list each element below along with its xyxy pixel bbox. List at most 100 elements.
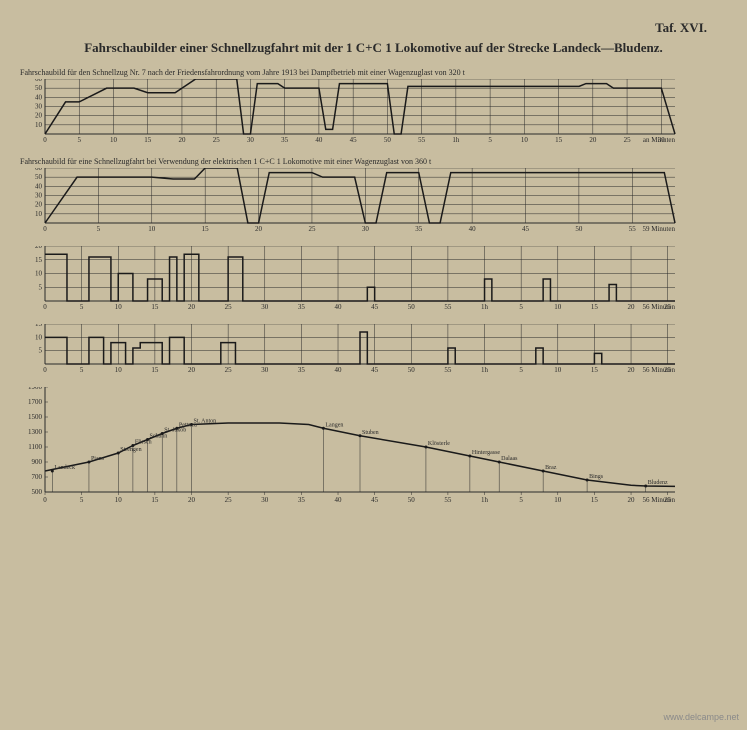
svg-text:50: 50 [408, 303, 416, 311]
svg-text:10: 10 [554, 366, 562, 374]
main-title: Fahrschaubilder einer Schnellzugfahrt mi… [20, 40, 727, 56]
svg-text:25: 25 [225, 496, 233, 504]
svg-text:10: 10 [110, 136, 118, 144]
svg-text:50: 50 [384, 136, 392, 144]
chart1-container: Fahrschaubild für den Schnellzug Nr. 7 n… [20, 68, 727, 149]
svg-text:1300: 1300 [28, 428, 43, 436]
svg-text:60: 60 [35, 79, 43, 83]
svg-text:30: 30 [261, 366, 269, 374]
svg-text:35: 35 [281, 136, 289, 144]
svg-text:20: 20 [589, 136, 597, 144]
svg-text:20: 20 [35, 112, 43, 120]
svg-text:50: 50 [408, 366, 416, 374]
svg-text:5: 5 [80, 496, 84, 504]
svg-text:15: 15 [35, 256, 43, 264]
svg-text:45: 45 [522, 225, 530, 233]
svg-text:5: 5 [519, 496, 523, 504]
svg-text:35: 35 [298, 303, 306, 311]
svg-text:30: 30 [35, 103, 43, 111]
svg-text:40: 40 [35, 93, 43, 101]
chart3-svg: 510152005101520253035404550551h510152025… [20, 246, 680, 316]
svg-text:40: 40 [335, 366, 343, 374]
svg-text:15: 15 [591, 366, 599, 374]
chart4-container: 5101505101520253035404550551h51015202556… [20, 324, 727, 379]
svg-text:10: 10 [554, 303, 562, 311]
svg-text:Landeck: Landeck [54, 465, 75, 471]
svg-text:10: 10 [35, 121, 43, 129]
svg-text:1900: 1900 [28, 387, 43, 391]
svg-text:25: 25 [624, 136, 632, 144]
svg-text:10: 10 [35, 210, 43, 218]
svg-text:St. Anton: St. Anton [194, 419, 217, 425]
svg-text:25: 25 [308, 225, 316, 233]
svg-text:15: 15 [151, 303, 159, 311]
svg-text:Hintergasse: Hintergasse [472, 450, 501, 456]
svg-text:0: 0 [43, 225, 47, 233]
svg-text:1h: 1h [481, 303, 489, 311]
svg-text:56 Minuten: 56 Minuten [643, 496, 676, 504]
svg-text:35: 35 [298, 366, 306, 374]
svg-text:30: 30 [35, 192, 43, 200]
svg-text:50: 50 [408, 496, 416, 504]
svg-text:15: 15 [151, 366, 159, 374]
svg-text:15: 15 [151, 496, 159, 504]
svg-text:20: 20 [628, 366, 636, 374]
svg-text:25: 25 [225, 303, 233, 311]
plate-number: Taf. XVI. [655, 20, 707, 36]
chart4-svg: 5101505101520253035404550551h51015202556… [20, 324, 680, 379]
svg-text:20: 20 [188, 366, 196, 374]
svg-text:55: 55 [629, 225, 637, 233]
svg-text:1700: 1700 [28, 398, 43, 406]
svg-text:15: 15 [555, 136, 563, 144]
svg-text:56 Minuten: 56 Minuten [643, 303, 676, 311]
svg-text:25: 25 [213, 136, 221, 144]
svg-text:20: 20 [188, 303, 196, 311]
svg-text:an Minuten: an Minuten [643, 136, 676, 144]
svg-text:15: 15 [35, 324, 43, 328]
svg-text:50: 50 [35, 173, 43, 181]
svg-text:Flirsch: Flirsch [135, 440, 152, 446]
svg-text:30: 30 [247, 136, 255, 144]
svg-text:35: 35 [415, 225, 423, 233]
svg-text:Klösterle: Klösterle [428, 441, 450, 447]
svg-text:20: 20 [255, 225, 263, 233]
svg-text:15: 15 [591, 303, 599, 311]
svg-text:900: 900 [32, 458, 43, 466]
svg-text:Bings: Bings [589, 474, 604, 480]
svg-text:Strengen: Strengen [120, 447, 141, 453]
svg-text:1h: 1h [481, 366, 489, 374]
svg-text:10: 10 [115, 366, 123, 374]
chart2-container: Fahrschaubild für eine Schnellzugfahrt b… [20, 157, 727, 238]
svg-text:10: 10 [35, 333, 43, 341]
svg-text:500: 500 [32, 488, 43, 496]
svg-text:0: 0 [43, 303, 47, 311]
svg-text:10: 10 [521, 136, 529, 144]
svg-text:5: 5 [39, 347, 43, 355]
page: Taf. XVI. Fahrschaubilder einer Schnellz… [20, 40, 727, 507]
svg-text:5: 5 [488, 136, 492, 144]
svg-text:Pians: Pians [91, 456, 105, 462]
svg-text:20: 20 [188, 496, 196, 504]
svg-text:45: 45 [371, 366, 379, 374]
chart2-svg: 102030405060051015202530354045505559 Min… [20, 168, 680, 238]
svg-text:20: 20 [178, 136, 186, 144]
svg-text:35: 35 [298, 496, 306, 504]
svg-text:10: 10 [35, 270, 43, 278]
svg-text:30: 30 [261, 303, 269, 311]
chart2-subtitle: Fahrschaubild für eine Schnellzugfahrt b… [20, 157, 727, 166]
svg-text:10: 10 [115, 303, 123, 311]
svg-text:5: 5 [519, 366, 523, 374]
svg-text:20: 20 [35, 246, 43, 250]
svg-text:45: 45 [371, 496, 379, 504]
svg-text:40: 40 [469, 225, 477, 233]
svg-text:10: 10 [554, 496, 562, 504]
svg-text:55: 55 [444, 496, 452, 504]
svg-text:Langen: Langen [325, 422, 343, 428]
svg-text:20: 20 [35, 201, 43, 209]
svg-text:10: 10 [115, 496, 123, 504]
svg-text:20: 20 [628, 496, 636, 504]
svg-text:5: 5 [77, 136, 81, 144]
svg-text:15: 15 [202, 225, 210, 233]
svg-text:59 Minuten: 59 Minuten [643, 225, 676, 233]
svg-text:0: 0 [43, 136, 47, 144]
